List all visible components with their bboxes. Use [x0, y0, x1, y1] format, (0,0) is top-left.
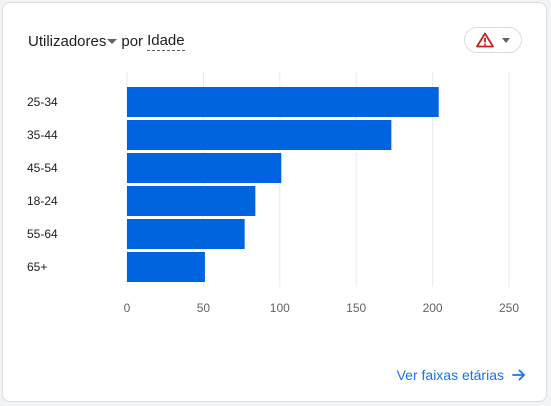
bar-65+[interactable]: [127, 252, 205, 282]
view-age-ranges-label: Ver faixas etárias: [396, 367, 504, 383]
category-label: 55-64: [27, 227, 58, 241]
x-tick-label: 50: [197, 301, 211, 315]
bar-25-34[interactable]: [127, 87, 439, 117]
age-card: Utilizadores por Idade Ver faixas etária…: [2, 2, 547, 402]
bar-35-44[interactable]: [127, 120, 392, 150]
bar-45-54[interactable]: [127, 153, 282, 183]
warning-icon: [476, 32, 494, 48]
caret-down-icon: [107, 38, 118, 44]
by-label: por: [121, 32, 144, 50]
bar-18-24[interactable]: [127, 186, 256, 216]
category-label: 45-54: [27, 161, 58, 175]
category-label: 35-44: [27, 128, 58, 142]
x-tick-label: 0: [124, 301, 131, 315]
x-tick-label: 200: [423, 301, 443, 315]
view-age-ranges-link[interactable]: Ver faixas etárias: [397, 367, 526, 383]
x-tick-label: 250: [499, 301, 519, 315]
category-label: 25-34: [27, 95, 58, 109]
dimension-selector[interactable]: Idade: [147, 31, 185, 51]
x-tick-label: 150: [346, 301, 366, 315]
category-label: 18-24: [27, 194, 58, 208]
chevron-down-icon: [502, 37, 510, 43]
arrow-right-icon: [512, 369, 525, 381]
data-quality-warning-button[interactable]: [464, 27, 522, 53]
metric-dropdown[interactable]: Utilizadores: [28, 33, 121, 50]
bar-55-64[interactable]: [127, 219, 245, 249]
category-label: 65+: [27, 260, 47, 274]
card-header: Utilizadores por Idade: [28, 30, 185, 52]
metric-label: Utilizadores: [28, 32, 107, 50]
x-tick-label: 100: [270, 301, 290, 315]
